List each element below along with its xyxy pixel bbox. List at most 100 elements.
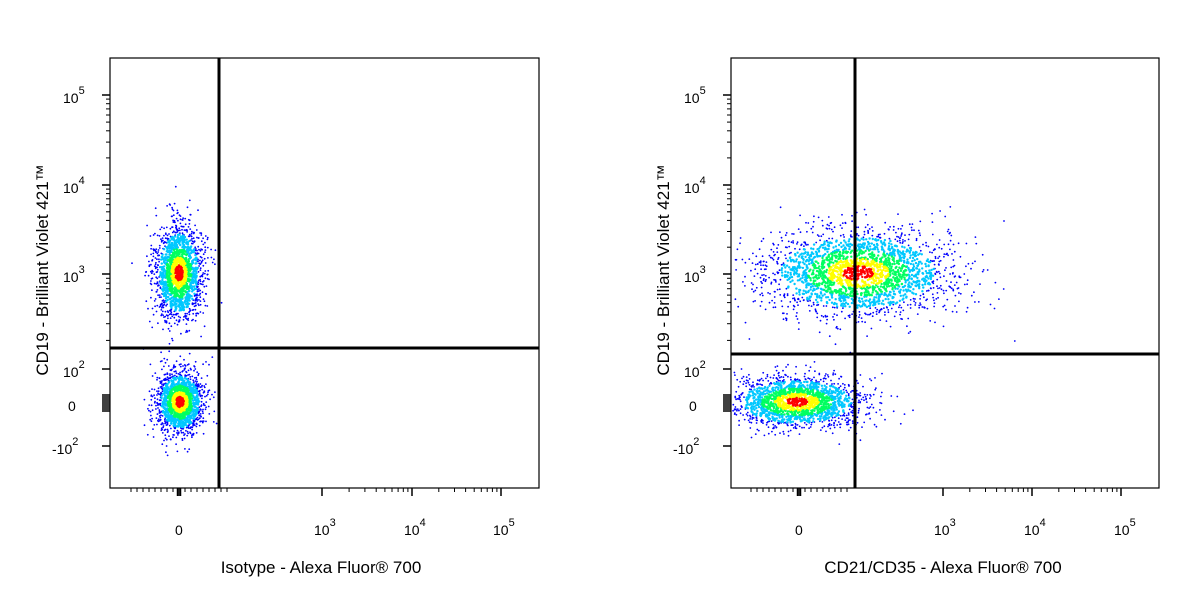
event-dot [202,432,205,435]
event-dot [744,321,747,324]
event-dot [821,224,824,227]
event-dot [155,261,157,264]
event-dot [893,254,896,257]
event-dot [816,312,819,315]
event-dot [160,385,163,388]
event-dot [893,262,896,266]
event-dot [164,434,167,437]
event-dot [754,268,757,271]
event-dot [900,235,902,237]
event-dot [182,236,186,239]
event-dot [150,420,153,423]
event-dot [199,269,202,271]
event-dot [939,276,942,279]
event-dot [199,296,202,299]
event-dot [784,234,787,237]
event-dot [150,414,152,417]
event-dot [921,267,924,270]
event-dot [201,273,204,276]
event-dot [203,272,206,275]
panel-1: 105 104 103 102 0 -102 0 103 104 105 Iso… [33,57,540,577]
event-dot [834,343,837,346]
event-dot [911,229,913,232]
event-dot [787,285,790,288]
event-dot [185,229,187,232]
event-dot [793,297,796,299]
event-dot [819,239,821,242]
event-dot [871,230,874,232]
event-dot [146,224,149,227]
event-dot [922,243,924,246]
event-dot [158,247,161,249]
event-dot [875,246,879,249]
event-dot [826,315,829,318]
event-dot [187,317,190,320]
event-dot [735,258,738,261]
event-dot [171,315,174,318]
event-dot [870,242,873,245]
event-dot [177,315,180,318]
event-dot [185,317,187,320]
event-dot [785,317,787,320]
event-dot [783,263,786,267]
event-dot [896,287,899,290]
event-dot [827,247,830,251]
event-dot [829,222,832,225]
event-dot [199,282,202,285]
event-dot [817,303,820,306]
event-dot [947,254,949,257]
event-dot [202,363,205,366]
event-dot [176,212,179,215]
event-dot [858,297,861,300]
event-dot [752,290,755,293]
event-dot [168,342,171,345]
event-dot [950,281,952,284]
event-dot [986,269,989,271]
event-dot [891,295,894,299]
event-dot [899,269,903,273]
event-dot [166,454,169,457]
event-dot [146,255,148,258]
event-dot [949,273,951,275]
event-dot [761,255,764,258]
event-dot [809,288,812,291]
event-dot [198,424,201,427]
event-dot [767,292,769,294]
event-dot [737,305,740,308]
event-dot [154,298,157,300]
event-dot [202,408,204,411]
event-dot [194,262,197,265]
event-dot [178,320,181,323]
event-dot [871,315,874,318]
event-dot [194,224,197,227]
event-dot [778,283,780,286]
event-dot [970,267,972,270]
event-dot [179,365,182,368]
event-dot [165,233,167,236]
event-dot [851,220,853,223]
event-dot [812,301,815,304]
event-dot [932,287,935,289]
event-dot [782,312,785,315]
event-dot [940,247,943,250]
event-dot [150,404,153,407]
event-dot [814,308,817,311]
event-dot [191,319,193,322]
event-dot [839,234,842,237]
event-dot [157,407,159,409]
event-dot [164,245,166,248]
event-dot [806,296,809,299]
event-dot [833,306,836,309]
event-dot [176,233,180,237]
event-dot [171,231,174,234]
event-dot [162,425,165,427]
event-dot [741,258,744,261]
event-dot [895,283,898,286]
event-dot [195,229,198,231]
event-dot [744,285,746,287]
event-dot [938,264,940,266]
event-dot [925,290,928,292]
event-dot [151,277,154,280]
event-dot [199,255,202,258]
event-dot [152,255,155,258]
